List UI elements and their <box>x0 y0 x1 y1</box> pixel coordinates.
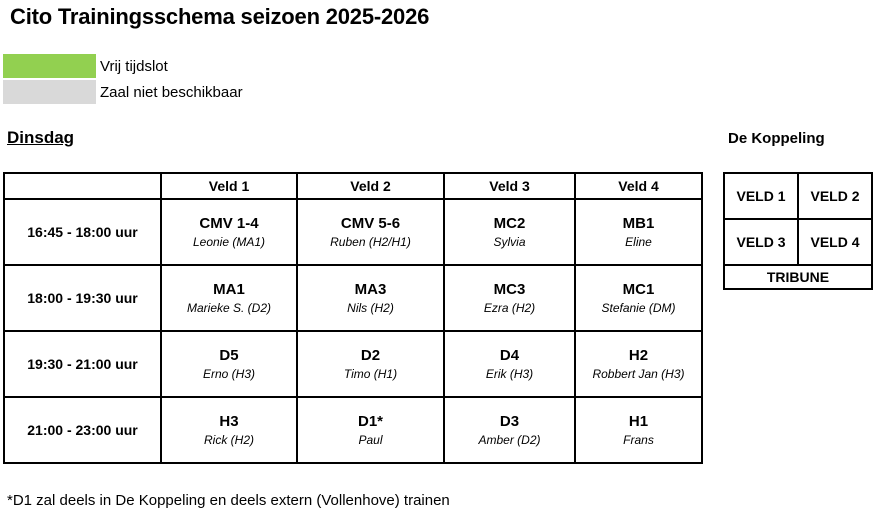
column-header-veld-2: Veld 2 <box>296 172 445 200</box>
schedule-row: 19:30 - 21:00 uur D5 Erno (H3) D2 Timo (H1) D… <box>3 330 703 398</box>
schedule-row: 16:45 - 18:00 uur CMV 1-4 Leonie (MA1) CMV … <box>3 198 703 266</box>
team-name: H2 <box>628 347 649 364</box>
schedule-cell: H3 Rick (H2) <box>160 396 298 464</box>
schedule-cell: CMV 1-4 Leonie (MA1) <box>160 198 298 266</box>
column-header-veld-3: Veld 3 <box>443 172 576 200</box>
footnote: *D1 zal deels in De Koppeling en deels e… <box>7 492 450 509</box>
schedule-cell: MC3 Ezra (H2) <box>443 264 576 332</box>
team-name: H3 <box>219 413 239 430</box>
legend-swatch-unavailable <box>3 80 96 104</box>
trainer-name: Timo (H1) <box>343 367 398 381</box>
trainer-name: Frans <box>623 433 654 447</box>
legend-label-unavailable: Zaal niet beschikbaar <box>100 83 243 101</box>
schedule-cell: D2 Timo (H1) <box>296 330 445 398</box>
schedule-cell: MA3 Nils (H2) <box>296 264 445 332</box>
team-name: D1* <box>357 413 383 430</box>
corner-cell <box>3 172 162 200</box>
time-slot-label: 21:00 - 23:00 uur <box>3 396 162 464</box>
koppeling-map: VELD 1 VELD 2 VELD 3 VELD 4 TRIBUNE <box>723 172 873 290</box>
column-header-veld-1: Veld 1 <box>160 172 298 200</box>
schedule-row: 21:00 - 23:00 uur H3 Rick (H2) D1* Paul D3 Amb… <box>3 396 703 464</box>
schedule-cell: CMV 5-6 Ruben (H2/H1) <box>296 198 445 266</box>
trainer-name: Erik (H3) <box>485 367 534 381</box>
team-name: MA1 <box>213 281 245 298</box>
schedule-cell: MC1 Stefanie (DM) <box>574 264 703 332</box>
time-slot-label: 16:45 - 18:00 uur <box>3 198 162 266</box>
schedule-cell: MC2 Sylvia <box>443 198 576 266</box>
trainer-name: Stefanie (DM) <box>601 301 676 315</box>
trainer-name: Eline <box>625 235 652 249</box>
team-name: CMV 1-4 <box>199 215 259 232</box>
trainer-name: Marieke S. (D2) <box>186 301 272 315</box>
team-name: MB1 <box>622 215 655 232</box>
koppeling-tribune: TRIBUNE <box>723 264 873 290</box>
legend-item-free: Vrij tijdslot <box>3 54 168 78</box>
koppeling-field-2: VELD 2 <box>797 172 873 220</box>
schedule-cell: MB1 Eline <box>574 198 703 266</box>
trainer-name: Sylvia <box>493 235 526 249</box>
schedule-table: Veld 1 Veld 2 Veld 3 Veld 4 16:45 - 18:0… <box>3 172 703 464</box>
koppeling-field-3: VELD 3 <box>723 218 799 266</box>
koppeling-field-4: VELD 4 <box>797 218 873 266</box>
trainer-name: Ruben (H2/H1) <box>330 235 411 249</box>
column-header-veld-4: Veld 4 <box>574 172 703 200</box>
day-title: Dinsdag <box>7 128 75 147</box>
koppeling-title: De Koppeling <box>728 130 825 147</box>
trainer-name: Rick (H2) <box>204 433 254 447</box>
trainer-name: Robbert Jan (H3) <box>592 367 685 381</box>
team-name: CMV 5-6 <box>340 215 401 232</box>
trainer-name: Ezra (H2) <box>483 301 536 315</box>
team-name: H1 <box>628 413 649 430</box>
schedule-cell: H2 Robbert Jan (H3) <box>574 330 703 398</box>
team-name: D3 <box>499 413 520 430</box>
schedule-cell: D3 Amber (D2) <box>443 396 576 464</box>
trainer-name: Amber (D2) <box>478 433 541 447</box>
legend-label-free: Vrij tijdslot <box>100 57 168 75</box>
legend-item-unavailable: Zaal niet beschikbaar <box>3 80 243 104</box>
team-name: D4 <box>499 347 520 364</box>
time-slot-label: 19:30 - 21:00 uur <box>3 330 162 398</box>
trainer-name: Nils (H2) <box>347 301 394 315</box>
team-name: MC3 <box>493 281 526 298</box>
team-name: D2 <box>360 347 381 364</box>
schedule-cell: H1 Frans <box>574 396 703 464</box>
team-name: D5 <box>219 347 239 364</box>
schedule-row: 18:00 - 19:30 uur MA1 Marieke S. (D2) MA3 Ni… <box>3 264 703 332</box>
schedule-cell: D5 Erno (H3) <box>160 330 298 398</box>
trainer-name: Paul <box>358 433 383 447</box>
time-slot-label: 18:00 - 19:30 uur <box>3 264 162 332</box>
schedule-cell: D4 Erik (H3) <box>443 330 576 398</box>
team-name: MC1 <box>622 281 655 298</box>
schedule-cell: MA1 Marieke S. (D2) <box>160 264 298 332</box>
trainer-name: Leonie (MA1) <box>192 235 266 249</box>
team-name: MC2 <box>493 215 526 232</box>
schedule-cell: D1* Paul <box>296 396 445 464</box>
page-title: Cito Trainingsschema seizoen 2025-2026 <box>10 4 430 29</box>
koppeling-field-1: VELD 1 <box>723 172 799 220</box>
trainer-name: Erno (H3) <box>202 367 255 381</box>
schedule-header-row: Veld 1 Veld 2 Veld 3 Veld 4 <box>3 172 703 200</box>
legend-swatch-free <box>3 54 96 78</box>
team-name: MA3 <box>354 281 387 298</box>
schedule-body: 16:45 - 18:00 uur CMV 1-4 Leonie (MA1) CMV … <box>3 198 703 464</box>
